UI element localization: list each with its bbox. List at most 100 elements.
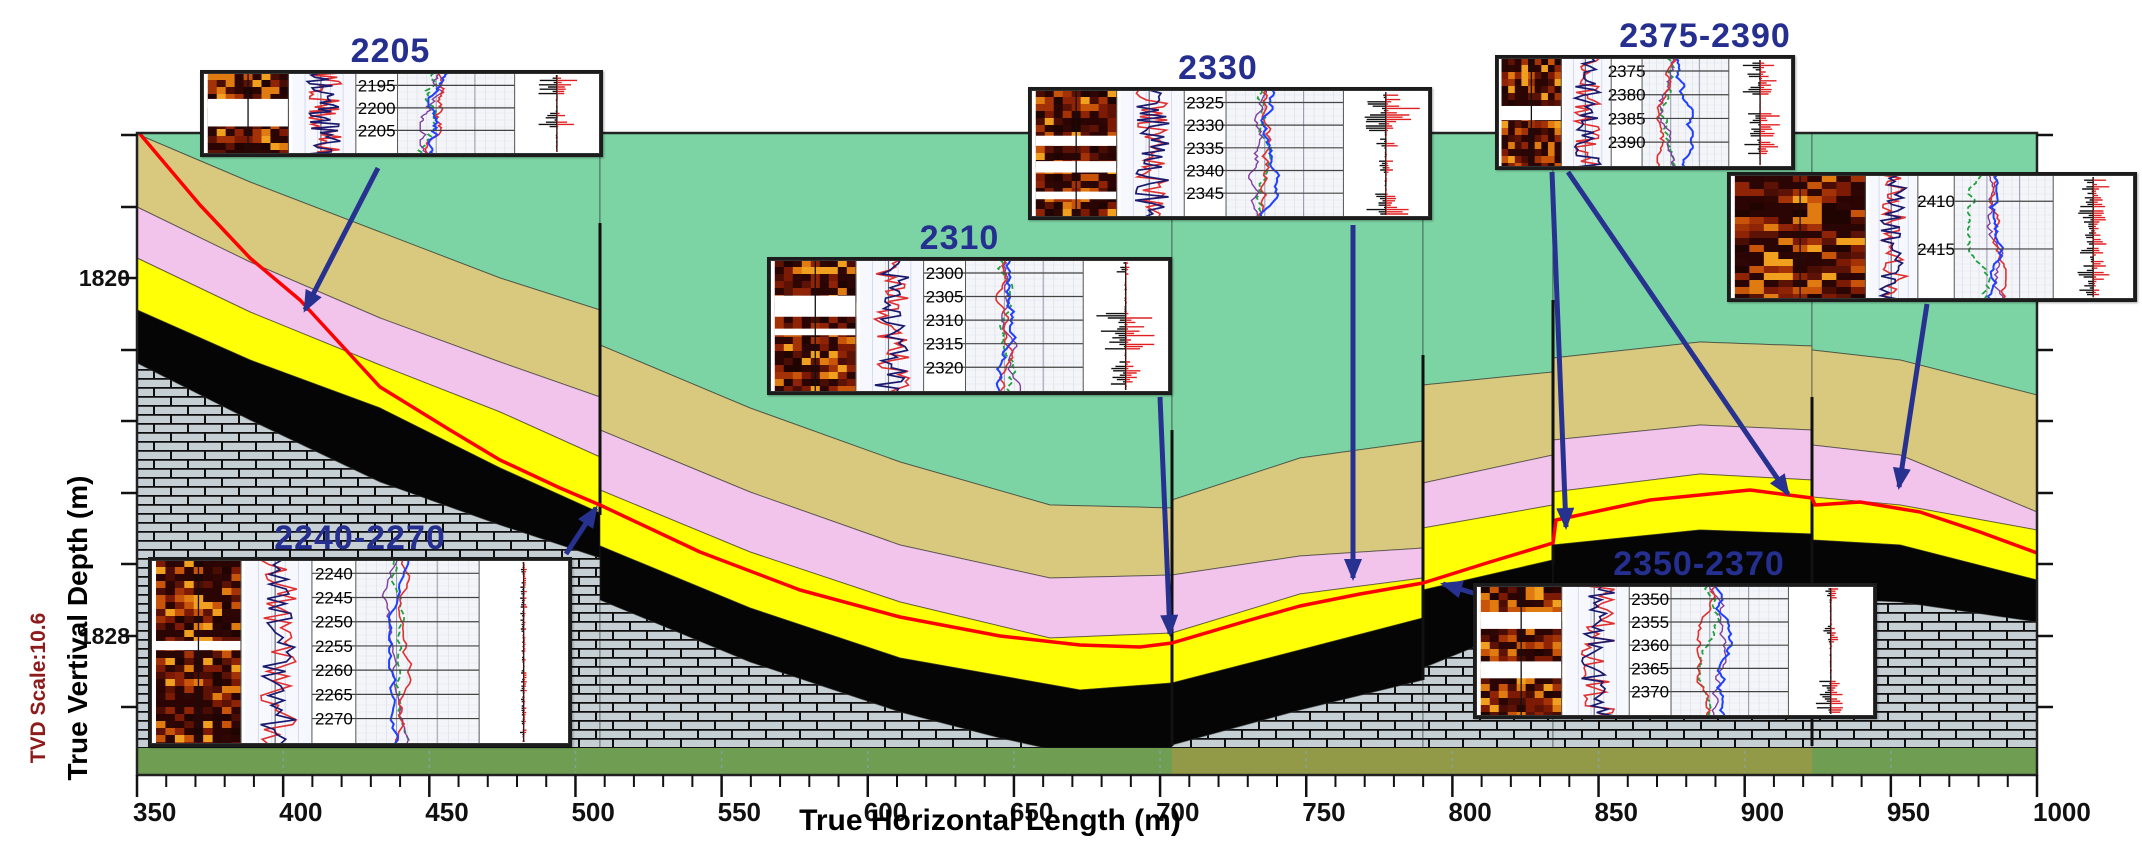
geology-layer-tan xyxy=(1552,341,1813,441)
log-curve xyxy=(1879,175,1910,299)
log-curve xyxy=(390,560,410,744)
log-inset-canvas: 2410 2415 xyxy=(1730,175,2134,299)
variance-left-black xyxy=(1096,262,1126,390)
variance-waveform-panel xyxy=(1815,588,1843,714)
log-curve xyxy=(427,73,449,154)
correlation-curve-panel xyxy=(1564,58,1612,167)
log-curve xyxy=(1659,58,1676,167)
log-curve xyxy=(1966,175,1991,299)
inset-title: 2240-2270 xyxy=(274,519,446,557)
log-inset-2375-2390: 2375 2380 2385 2390 xyxy=(1495,55,1795,170)
depth-track-panel: 2240 2245 2250 2255 2260 2265 2270 xyxy=(311,564,480,729)
tvd-scale-label: TVD Scale:10.6 xyxy=(27,612,50,764)
log-curve xyxy=(417,73,439,154)
depth-label: 2330 xyxy=(1186,116,1224,135)
gamma-grid-panel xyxy=(1226,90,1344,217)
log-curve xyxy=(996,260,1017,392)
gamma-grid-panel xyxy=(965,260,1084,392)
variance-left-black xyxy=(1815,588,1831,713)
well-trajectory xyxy=(138,132,2038,649)
variance-waveform-panel xyxy=(1096,262,1155,390)
depth-label: 2310 xyxy=(926,311,964,330)
inset-inner-border xyxy=(1498,58,1792,167)
log-curve xyxy=(1248,90,1267,217)
variance-left-black xyxy=(1742,60,1761,166)
inset-title: 2330 xyxy=(1178,49,1258,87)
depth-label: 2345 xyxy=(1186,184,1224,203)
correlation-curve-panel xyxy=(1120,90,1185,217)
depth-track-panel: 2325 2330 2335 2340 2345 xyxy=(1184,93,1344,203)
log-curve xyxy=(1986,175,2005,299)
depth-track-panel: 2350 2355 2360 2365 2370 xyxy=(1629,590,1789,702)
depth-label: 2255 xyxy=(315,637,353,656)
x-tick-label: 1000 xyxy=(2033,797,2091,827)
log-curve xyxy=(388,560,410,744)
depth-label: 2200 xyxy=(358,99,396,118)
depth-track-panel: 2300 2305 2310 2315 2320 xyxy=(923,264,1084,377)
inset-title: 2350-2370 xyxy=(1613,545,1785,583)
x-tick-label: 750 xyxy=(1302,797,1345,827)
depth-label: 2305 xyxy=(926,288,964,307)
y-tick-label: 1820 xyxy=(79,265,130,291)
depth-label: 2250 xyxy=(315,613,353,632)
depth-label: 2390 xyxy=(1608,133,1646,152)
log-inset-canvas: 2375 2380 2385 2390 xyxy=(1498,58,1792,167)
y-tick-label: 1828 xyxy=(79,623,130,649)
log-curve xyxy=(305,73,341,154)
depth-label: 2360 xyxy=(1631,636,1669,655)
inset-inner-border xyxy=(770,260,1169,392)
log-curve xyxy=(1259,90,1281,217)
x-tick-label: 850 xyxy=(1595,797,1638,827)
y-axis-title: True Vertival Depth (m) xyxy=(62,475,93,781)
annotation-arrow xyxy=(302,166,381,313)
seismic-heatmap-panel xyxy=(1501,58,1562,167)
correlation-curve-panel xyxy=(1565,586,1630,716)
variance-right-red xyxy=(1125,262,1155,390)
log-curve xyxy=(1001,260,1022,392)
inset-inner-border xyxy=(1730,175,2134,299)
variance-waveform-panel xyxy=(1364,92,1420,215)
depth-label: 2415 xyxy=(1917,240,1955,259)
inset-title: 2375-2390 xyxy=(1619,17,1791,55)
log-curve xyxy=(381,560,410,744)
basement-strip xyxy=(1172,748,1812,775)
seismic-heatmap-panel xyxy=(1480,586,1563,716)
variance-right-red xyxy=(1830,588,1843,713)
log-inset-2205: 2195 2200 2205 xyxy=(200,70,603,157)
log-curve xyxy=(1697,586,1721,716)
log-curve xyxy=(874,260,910,392)
log-inset-canvas: 2300 2305 2310 2315 2320 xyxy=(770,260,1169,392)
seismic-heatmap-panel xyxy=(207,73,289,154)
variance-right-red xyxy=(1760,60,1780,166)
seismic-heatmap-panel xyxy=(156,560,242,744)
annotation-arrow xyxy=(1565,170,1791,497)
log-curve xyxy=(1581,586,1615,716)
gamma-grid-panel xyxy=(397,73,515,154)
annotation-arrow xyxy=(563,505,599,556)
depth-label: 2380 xyxy=(1608,86,1646,105)
basement-strip xyxy=(1812,748,2037,775)
depth-label: 2300 xyxy=(926,264,964,283)
x-tick-label: 900 xyxy=(1741,797,1784,827)
log-inset-2350-2370: 2350 2355 2360 2365 2370 xyxy=(1473,583,1877,719)
variance-right-red xyxy=(556,75,578,152)
inset-title: 2205 xyxy=(350,32,431,70)
variance-right-red xyxy=(2093,177,2110,298)
depth-label: 2270 xyxy=(315,710,353,729)
log-curve xyxy=(995,260,1014,392)
log-inset-2410: 2410 2415 xyxy=(1727,172,2137,302)
depth-label: 2355 xyxy=(1631,613,1669,632)
depth-track-panel: 2375 2380 2385 2390 xyxy=(1608,62,1729,152)
depth-label: 2320 xyxy=(926,358,964,377)
depth-label: 2410 xyxy=(1917,192,1955,211)
x-tick-label: 600 xyxy=(864,797,907,827)
variance-right-red xyxy=(523,562,528,742)
depth-label: 2335 xyxy=(1186,139,1224,158)
depth-label: 2245 xyxy=(315,589,353,608)
depth-label: 2260 xyxy=(315,661,353,680)
x-tick-label: 650 xyxy=(1010,797,1053,827)
correlation-curve-panel xyxy=(292,73,356,154)
x-tick-label: 350 xyxy=(133,797,176,827)
variance-left-black xyxy=(538,75,557,152)
log-curve xyxy=(1709,586,1727,716)
